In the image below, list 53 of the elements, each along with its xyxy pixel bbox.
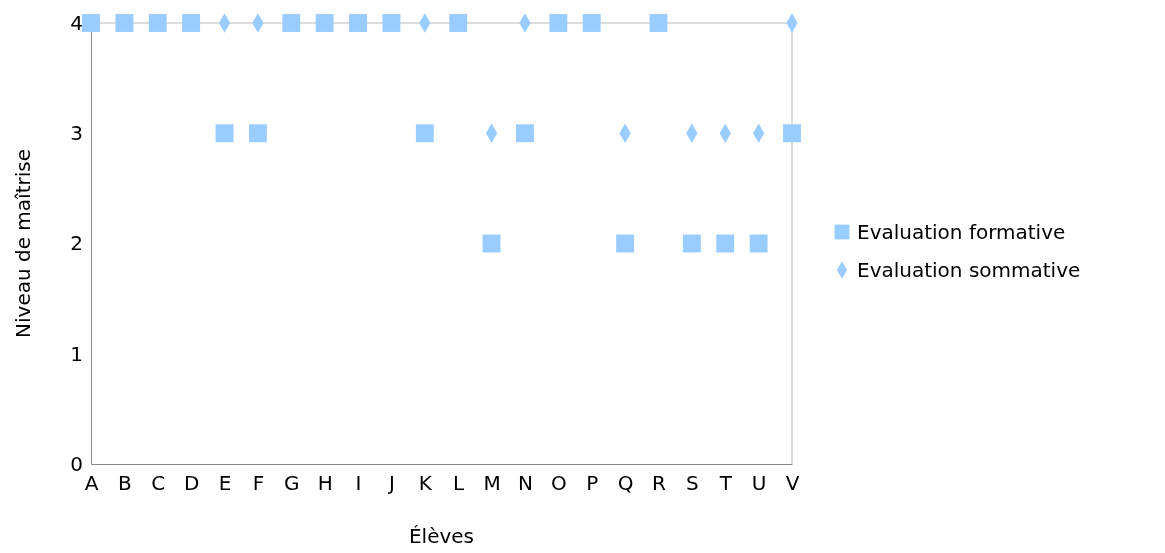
x-tick-label: V bbox=[785, 471, 800, 496]
legend-label: Evaluation sommative bbox=[857, 258, 1081, 282]
x-tick-label: H bbox=[317, 471, 333, 496]
x-tick-label: P bbox=[586, 471, 599, 496]
point bbox=[82, 14, 100, 32]
y-tick-label: 2 bbox=[70, 231, 83, 256]
y-tick-label: 4 bbox=[70, 10, 83, 35]
x-axis-title: Élèves bbox=[408, 524, 475, 548]
x-tick-label: I bbox=[355, 471, 362, 496]
x-tick-label: G bbox=[284, 471, 300, 496]
x-tick-label: M bbox=[483, 471, 501, 496]
point bbox=[449, 14, 468, 32]
y-axis-title: Niveau de maîtrise bbox=[11, 149, 35, 338]
point bbox=[682, 234, 701, 253]
point bbox=[248, 124, 267, 143]
x-tick-label: Q bbox=[617, 471, 634, 496]
y-tick-label: 3 bbox=[70, 121, 83, 146]
point bbox=[282, 14, 301, 32]
point bbox=[215, 124, 234, 143]
x-tick-label: B bbox=[118, 471, 132, 496]
x-tick-label: A bbox=[84, 471, 99, 496]
x-tick-label: J bbox=[386, 471, 395, 496]
point bbox=[516, 124, 534, 143]
point bbox=[148, 14, 167, 32]
x-tick-label: E bbox=[218, 471, 232, 496]
point bbox=[582, 14, 601, 32]
point bbox=[182, 14, 201, 32]
point bbox=[115, 14, 134, 32]
point bbox=[315, 14, 334, 32]
x-tick-label: D bbox=[183, 471, 200, 496]
point bbox=[749, 234, 768, 253]
point bbox=[616, 234, 635, 253]
x-tick-label: R bbox=[652, 471, 667, 496]
x-tick-label: C bbox=[151, 471, 166, 496]
y-tick-label: 0 bbox=[70, 451, 83, 476]
point bbox=[349, 14, 367, 32]
point bbox=[482, 234, 501, 253]
point bbox=[382, 14, 401, 32]
point bbox=[783, 124, 801, 143]
point bbox=[549, 14, 568, 32]
x-tick-label: K bbox=[418, 471, 433, 496]
x-tick-label: L bbox=[453, 471, 466, 496]
point bbox=[415, 124, 434, 143]
x-tick-label: F bbox=[252, 471, 265, 496]
legend-label: Evaluation formative bbox=[857, 220, 1066, 244]
y-tick-label: 1 bbox=[70, 341, 83, 366]
point bbox=[716, 234, 735, 253]
x-tick-label: T bbox=[718, 471, 733, 496]
x-tick-label: U bbox=[751, 471, 767, 496]
x-tick-label: S bbox=[686, 471, 699, 496]
x-tick-label: O bbox=[550, 471, 567, 496]
x-tick-label: N bbox=[517, 471, 533, 496]
point bbox=[649, 14, 668, 32]
